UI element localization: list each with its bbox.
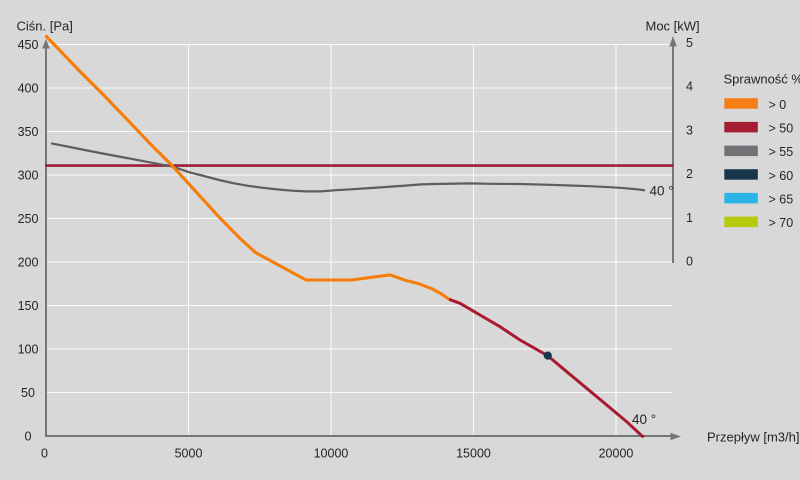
svg-text:> 70: > 70 — [769, 216, 794, 230]
svg-text:15000: 15000 — [456, 447, 491, 461]
svg-text:4: 4 — [686, 80, 693, 94]
svg-text:> 65: > 65 — [769, 193, 794, 207]
svg-text:150: 150 — [18, 299, 39, 313]
svg-text:> 50: > 50 — [769, 122, 794, 136]
svg-text:10000: 10000 — [314, 447, 349, 461]
svg-text:Przepływ [m3/h]: Przepływ [m3/h] — [707, 430, 799, 445]
svg-text:200: 200 — [18, 256, 39, 270]
svg-text:5: 5 — [686, 36, 693, 50]
svg-text:> 55: > 55 — [769, 145, 794, 159]
svg-text:300: 300 — [18, 169, 39, 183]
svg-text:Ciśn. [Pa]: Ciśn. [Pa] — [17, 19, 73, 34]
svg-text:Moc [kW]: Moc [kW] — [646, 19, 700, 34]
svg-text:40 °: 40 ° — [632, 412, 656, 427]
svg-text:0: 0 — [41, 447, 48, 461]
svg-text:Sprawność %: Sprawność % — [724, 72, 800, 87]
svg-text:2: 2 — [686, 167, 693, 181]
svg-text:5000: 5000 — [175, 447, 203, 461]
svg-text:40 °: 40 ° — [650, 183, 674, 198]
svg-text:> 0: > 0 — [769, 98, 787, 112]
svg-text:100: 100 — [18, 343, 39, 357]
svg-text:0: 0 — [686, 255, 693, 269]
svg-text:50: 50 — [21, 386, 35, 400]
svg-text:> 60: > 60 — [769, 169, 794, 183]
svg-text:250: 250 — [18, 212, 39, 226]
svg-text:400: 400 — [18, 82, 39, 96]
svg-text:1: 1 — [686, 211, 693, 225]
svg-text:0: 0 — [25, 430, 32, 444]
svg-text:350: 350 — [18, 125, 39, 139]
svg-text:3: 3 — [686, 124, 693, 138]
svg-text:450: 450 — [18, 38, 39, 52]
svg-text:20000: 20000 — [599, 447, 634, 461]
